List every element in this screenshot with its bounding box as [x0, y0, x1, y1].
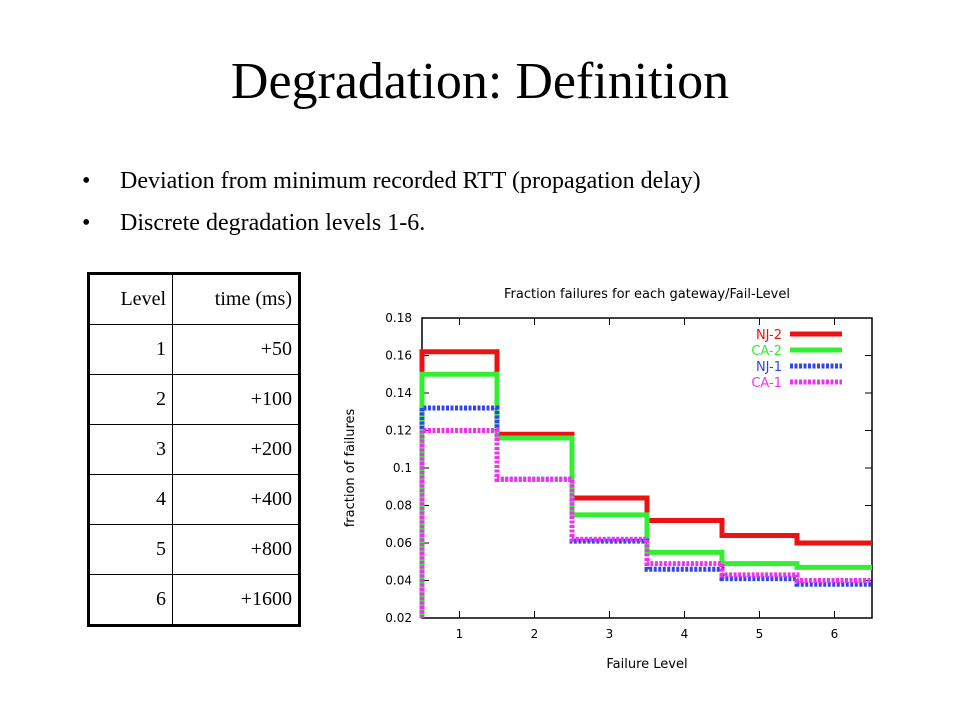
table-row: 6 +1600 — [88, 574, 300, 626]
x-tick-label: 2 — [531, 627, 539, 641]
cell-level: 2 — [88, 374, 173, 425]
y-tick-label: 0.06 — [385, 536, 412, 550]
cell-level: 3 — [88, 424, 173, 475]
bullet-glyph: • — [82, 168, 91, 194]
bullet-list: • Deviation from minimum recorded RTT (p… — [82, 160, 701, 244]
x-tick-label: 6 — [831, 627, 839, 641]
y-tick-label: 0.04 — [385, 574, 412, 588]
x-tick-label: 1 — [456, 627, 464, 641]
series-line-nj-2 — [419, 349, 872, 618]
table-row: 5 +800 — [88, 524, 300, 575]
bullet-text: Deviation from minimum recorded RTT (pro… — [120, 168, 701, 194]
table-header-row: Level time (ms) — [88, 273, 300, 325]
cell-level: 5 — [88, 524, 173, 575]
legend-label: NJ-1 — [756, 360, 782, 375]
y-tick-label: 0.16 — [385, 349, 412, 363]
cell-time: +400 — [172, 474, 300, 525]
bullet-item: • Deviation from minimum recorded RTT (p… — [82, 160, 701, 202]
slide-title: Degradation: Definition — [230, 53, 730, 110]
x-tick-label: 4 — [681, 627, 689, 641]
y-tick-label: 0.12 — [385, 424, 412, 438]
cell-time: +50 — [172, 324, 300, 375]
cell-time: +100 — [172, 374, 300, 425]
cell-level: 1 — [88, 324, 173, 375]
legend-label: CA-2 — [751, 344, 782, 359]
column-header-level: Level — [88, 273, 173, 325]
cell-time: +800 — [172, 524, 300, 575]
degradation-levels-table: Level time (ms) 1 +50 2 +100 3 +200 4 +4… — [87, 272, 301, 627]
table-row: 4 +400 — [88, 474, 300, 525]
bullet-item: • Discrete degradation levels 1-6. — [82, 202, 701, 244]
bullet-glyph: • — [82, 210, 91, 236]
y-axis-label: fraction of failures — [343, 408, 358, 527]
y-tick-label: 0.18 — [385, 311, 412, 325]
series-line-ca-2 — [419, 371, 872, 618]
plot-frame — [421, 317, 873, 619]
x-axis-label: Failure Level — [606, 657, 687, 672]
y-tick-label: 0.14 — [385, 386, 412, 400]
table-row: 3 +200 — [88, 424, 300, 475]
cell-time: +1600 — [172, 574, 300, 626]
column-header-time: time (ms) — [214, 288, 292, 310]
cell-level: 6 — [88, 574, 173, 626]
failure-fraction-chart: Fraction failures for each gateway/Fail-… — [343, 287, 873, 672]
y-tick-label: 0.02 — [385, 611, 412, 625]
x-tick-label: 3 — [606, 627, 614, 641]
y-tick-label: 0.08 — [385, 499, 412, 513]
legend-label: CA-1 — [751, 376, 782, 391]
y-tick-label: 0.1 — [393, 461, 412, 475]
cell-level: 4 — [88, 474, 173, 525]
legend-label: NJ-2 — [756, 328, 782, 343]
cell-time: +200 — [172, 424, 300, 475]
bullet-text: Discrete degradation levels 1-6. — [120, 210, 426, 236]
x-tick-label: 5 — [756, 627, 764, 641]
table-row: 2 +100 — [88, 374, 300, 425]
chart-title: Fraction failures for each gateway/Fail-… — [504, 287, 790, 302]
table-row: 1 +50 — [88, 324, 300, 375]
series-line-ca-1 — [419, 428, 872, 618]
